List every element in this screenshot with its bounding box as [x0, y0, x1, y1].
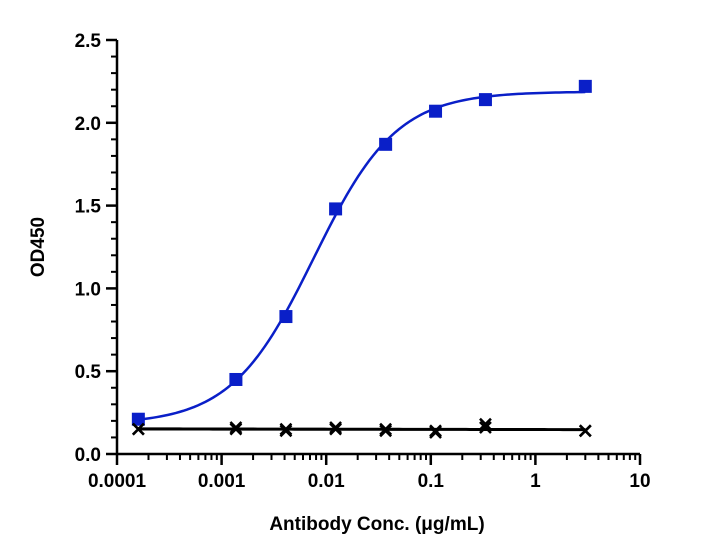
cross-stroke	[479, 421, 492, 434]
data-point-cross	[429, 424, 442, 438]
x-tick-label: 1	[530, 471, 541, 492]
cross-stroke	[329, 422, 342, 436]
fit-line-1	[138, 90, 586, 421]
y-tick-label: 2.5	[75, 31, 102, 52]
axes: 0.0001 0.001 0.01 0.1 1 10 0.0 0.5 1.0 1.5 2.0 2.5	[75, 31, 651, 492]
x-tick-label: 0.1	[418, 471, 445, 492]
x-tick-label: 10	[629, 471, 650, 492]
data-point-cross	[329, 422, 342, 436]
data-point-square	[478, 93, 492, 107]
plot-area	[131, 79, 592, 439]
y-tick-label: 0.0	[75, 445, 101, 466]
data-point-cross	[131, 422, 145, 436]
x-tick-label: 0.0001	[88, 471, 147, 492]
x-tick-label: 0.001	[198, 471, 246, 492]
data-point-cross	[578, 424, 592, 438]
series-2	[131, 417, 592, 439]
x-tick-label: 0.01	[308, 471, 345, 492]
cross-stroke	[279, 424, 293, 438]
data-point-cross	[379, 424, 393, 438]
y-tick-label: 0.5	[75, 362, 102, 383]
cross-stroke	[578, 424, 592, 438]
cross-stroke	[379, 424, 393, 438]
data-point-square	[279, 310, 293, 324]
data-point-square	[578, 79, 592, 93]
cross-stroke	[131, 422, 145, 436]
data-point-square	[379, 137, 393, 151]
cross-stroke	[479, 417, 492, 431]
x-axis-title: Antibody Conc. (μg/mL)	[269, 514, 484, 535]
y-tick-label: 1.5	[75, 197, 102, 218]
fit-line-3	[138, 428, 586, 432]
y-axis-title: OD450	[28, 217, 49, 277]
series-3	[131, 421, 592, 438]
data-point-square	[131, 412, 145, 426]
data-point-square	[329, 202, 343, 216]
series-1	[131, 79, 592, 426]
data-point-cross	[279, 424, 293, 438]
data-point-cross	[479, 421, 492, 434]
data-point-square	[429, 104, 443, 118]
data-point-square	[229, 372, 243, 386]
data-point-cross	[479, 417, 492, 431]
cross-stroke	[429, 424, 442, 438]
y-tick-label: 1.0	[75, 279, 101, 300]
cross-stroke	[229, 422, 243, 436]
data-point-cross	[229, 422, 243, 436]
y-tick-label: 2.0	[75, 114, 101, 135]
